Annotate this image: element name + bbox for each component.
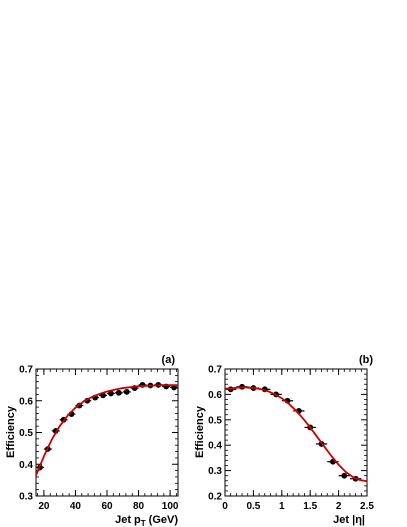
panel-b-y-tick-label: 0.3 xyxy=(208,466,222,477)
panel-a-data-point xyxy=(107,390,115,397)
panel-b-tag: (b) xyxy=(359,354,373,366)
panel-a-tag: (a) xyxy=(162,354,176,366)
panel-a-fit-curve xyxy=(35,384,178,476)
panel-a-x-axis-title: Jet pT (GeV) xyxy=(115,514,178,527)
panel-b-x-tick-label: 0.5 xyxy=(246,501,260,512)
panel-a-x-title-unit: (GeV) xyxy=(149,514,179,526)
panel-a-x-tick-label: 60 xyxy=(101,501,113,512)
panel-a-x-title-main: Jet p xyxy=(115,514,141,526)
panel-a-x-tick-label: 20 xyxy=(38,501,50,512)
panel-a-y-tick-label: 0.7 xyxy=(19,365,33,376)
panel-b-x-tick-label: 0 xyxy=(222,501,228,512)
panel-a-efficiency-vs-pt: (a) 0.3 0.4 0.5 0.6 0.7 20 40 60 80 100 Efficien… xyxy=(5,354,179,527)
panel-a-x-axis: 20 40 60 80 100 xyxy=(37,369,179,512)
panel-a-data-point xyxy=(122,388,131,395)
panel-a-y-axis-title: Efficiency xyxy=(5,405,17,458)
panel-a-x-tick-label: 80 xyxy=(133,501,145,512)
panel-b-efficiency-vs-eta: (b) 0.2 0.3 0.4 0.5 0.6 0.7 0 0.5 1 1.5 2 2.5 Effi… xyxy=(194,354,374,526)
panel-b-data-point xyxy=(338,472,350,479)
panel-a-marker xyxy=(108,390,114,397)
panel-a-y-tick-label: 0.3 xyxy=(19,492,33,503)
panel-a-y-axis: 0.3 0.4 0.5 0.6 0.7 xyxy=(19,365,178,503)
panel-b-fit-curve xyxy=(224,386,368,483)
panel-a-marker xyxy=(123,388,130,395)
panel-a-x-tick-label: 100 xyxy=(162,501,179,512)
panel-b-y-tick-label: 0.6 xyxy=(208,390,222,401)
panel-b-x-tick-label: 1.5 xyxy=(303,501,317,512)
panel-a-y-tick-label: 0.6 xyxy=(19,396,33,407)
panel-b-y-tick-label: 0.2 xyxy=(208,492,222,503)
panel-b-x-axis-title: Jet |η| xyxy=(333,514,365,526)
panel-b-y-tick-label: 0.7 xyxy=(208,365,222,376)
panel-a-data-point xyxy=(114,389,123,396)
panel-b-y-tick-label: 0.4 xyxy=(208,441,222,452)
panel-b-frame xyxy=(224,368,368,497)
panel-b-x-tick-label: 2.5 xyxy=(360,501,374,512)
panel-b-y-axis: 0.2 0.3 0.4 0.5 0.6 0.7 xyxy=(208,365,367,503)
panel-b-y-tick-label: 0.5 xyxy=(208,415,222,426)
panel-b-y-axis-title: Efficiency xyxy=(194,405,206,458)
panel-a-y-tick-label: 0.4 xyxy=(19,460,33,471)
panel-a-x-tick-label: 40 xyxy=(70,501,82,512)
panel-b-x-tick-label: 1 xyxy=(279,501,285,512)
panel-a-x-title-subscript: T xyxy=(141,519,146,527)
panel-a-marker xyxy=(115,389,122,396)
panel-b-marker xyxy=(341,472,348,479)
panel-a-y-tick-label: 0.5 xyxy=(19,428,33,439)
panel-b-x-tick-label: 2 xyxy=(336,501,342,512)
panel-b-x-axis: 0 0.5 1 1.5 2 2.5 xyxy=(222,369,374,512)
